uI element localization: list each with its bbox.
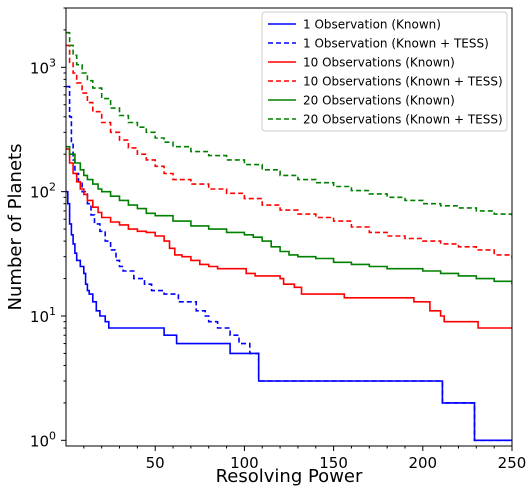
legend-label: 10 Observations (Known) xyxy=(303,56,455,70)
series-line-2 xyxy=(66,85,512,442)
x-tick-label: 100 xyxy=(230,454,259,472)
series-line-6 xyxy=(66,31,512,218)
series-line-3 xyxy=(66,148,512,329)
x-axis-ticks: 50 100 150 200 250 xyxy=(83,446,527,472)
legend-label: 1 Observation (Known + TESS) xyxy=(303,37,489,51)
legend: 1 Observation (Known) 1 Observation (Know… xyxy=(261,11,508,132)
y-tick-label: 103 xyxy=(30,56,56,77)
y-tick-label: 100 xyxy=(30,429,56,450)
x-tick-label: 150 xyxy=(319,454,348,472)
legend-label: 1 Observation (Known) xyxy=(303,18,441,32)
legend-box xyxy=(261,11,508,132)
legend-label: 20 Observations (Known + TESS) xyxy=(303,113,503,127)
plot-lines xyxy=(66,31,512,442)
y-axis-ticks: 100 101 102 103 xyxy=(30,7,66,450)
y-tick-label: 101 xyxy=(30,305,56,326)
plot-frame xyxy=(65,7,513,447)
x-tick-label: 250 xyxy=(498,454,527,472)
legend-label: 10 Observations (Known + TESS) xyxy=(303,75,503,89)
y-tick-label: 102 xyxy=(30,181,56,202)
legend-label: 20 Observations (Known) xyxy=(303,94,455,108)
x-axis-label: Resolving Power xyxy=(216,466,363,487)
x-tick-label: 50 xyxy=(146,454,165,472)
series-line-5 xyxy=(66,145,512,285)
x-tick-label: 200 xyxy=(408,454,437,472)
y-axis-label: Number of Planets xyxy=(5,144,26,311)
